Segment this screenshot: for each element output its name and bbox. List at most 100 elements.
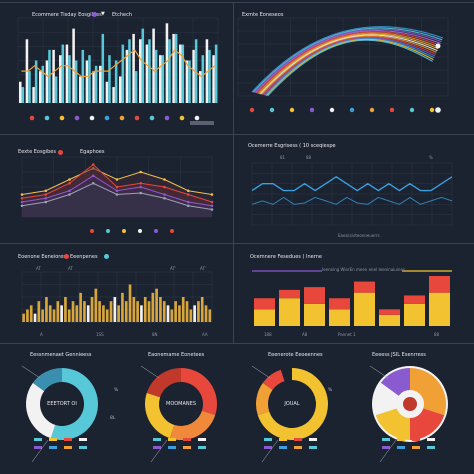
panel3-point <box>186 189 190 193</box>
donut3-legend-swatch <box>279 446 287 449</box>
panel1-legend-dot <box>194 115 200 121</box>
panel2-legend-dot <box>269 107 275 113</box>
panel1-bar <box>119 76 122 103</box>
panel1-bar <box>125 49 129 103</box>
donut4-slice <box>410 408 445 440</box>
panel2-legend-dot <box>409 107 415 113</box>
panel4-tick-1: 81 <box>280 155 286 160</box>
donut3-legend-swatch <box>279 438 287 441</box>
donut1-legend-swatch <box>34 446 42 449</box>
panel5-bar <box>162 301 166 322</box>
panel3-chart-svg <box>20 156 214 233</box>
panel6-legend: Ieeneing WierEn meen enel Ieeninaiuines <box>322 267 406 272</box>
panel3-point <box>68 178 71 181</box>
panel1-bar <box>52 49 55 103</box>
panel2-curve <box>263 37 436 96</box>
donut1-pct-bottom: 8L <box>110 416 116 421</box>
panel1-bar <box>132 33 135 103</box>
panel2-curve <box>256 31 441 94</box>
panel-spiral-lines: Exmte Eoneseos <box>234 0 474 134</box>
panel-dense-bars: Eoenone Eeneiores Eeenpenes AT AT AT' AT… <box>0 244 233 343</box>
panel5-bar <box>79 292 82 322</box>
panel1-bar <box>48 49 51 103</box>
panel5-bar <box>208 309 212 322</box>
donut3-legend-swatch <box>294 446 302 449</box>
panel1-bar <box>208 49 211 103</box>
panel1-legend-dot <box>149 115 155 121</box>
panel3-point <box>44 200 48 204</box>
panel5-bar <box>48 305 52 322</box>
panel3-point <box>20 200 24 204</box>
panel5-bar <box>52 309 56 322</box>
panel3-point <box>210 208 214 211</box>
donut4-legend-swatch <box>382 438 390 441</box>
panel5-bar <box>64 297 67 322</box>
panel5-bar <box>22 313 25 322</box>
panel3-point <box>20 204 24 208</box>
donut3-pct-right: % <box>328 388 333 393</box>
donut3-slice <box>255 382 273 416</box>
panel3-point <box>68 193 71 196</box>
panel2-curve <box>251 26 444 93</box>
donut3-legend-swatch <box>264 438 272 441</box>
donut-row: Eessnmenaet Gennieess Eaonemame Eonetees… <box>0 344 474 474</box>
panel3-legend-dot <box>138 229 142 233</box>
panel1-bar <box>168 39 171 103</box>
panel1-legend-dot <box>179 115 185 121</box>
panel5-tick-2: AT <box>68 266 73 271</box>
panel1-bar <box>148 39 151 103</box>
panel1-bar <box>72 28 75 103</box>
panel1-bar <box>54 76 58 103</box>
panel5-bar <box>41 309 44 322</box>
panel3-point <box>186 193 190 196</box>
panel5-bar <box>197 301 200 322</box>
panel1-bar <box>59 55 62 103</box>
panel6-xlabel-1: 188 <box>264 332 272 337</box>
donut4-leader-line <box>369 365 389 379</box>
panel1-bar <box>74 60 78 103</box>
panel1-legend-dot <box>89 115 95 121</box>
panel5-suffix: Eeenpenes <box>70 254 98 260</box>
panel1-bar <box>214 44 218 103</box>
panel1-bar <box>152 28 155 103</box>
panel1-bar <box>88 55 91 103</box>
donut2-hole <box>160 383 202 425</box>
panel6-bar <box>404 303 425 326</box>
panel4-footer: Eaezsrarteonneuerrs <box>338 233 380 238</box>
panel5-bar <box>193 305 196 322</box>
panel3-point <box>139 185 143 189</box>
panel1-legend-dot <box>164 115 170 121</box>
panel1-legend-dot <box>134 115 140 121</box>
panel5-bar <box>90 297 94 322</box>
panel6-title: Ocemnere Fesedues ( Inerne <box>250 254 322 260</box>
panel5-bar <box>94 288 98 322</box>
panel1-bar <box>114 60 118 103</box>
panel5-bar <box>181 297 185 322</box>
panel3-point <box>163 193 166 196</box>
panel3-point <box>44 189 48 193</box>
panel5-chart-svg <box>21 271 213 323</box>
panel5-tick-3: AT' <box>170 266 176 271</box>
donut2-legend-swatch <box>198 446 206 449</box>
donut1-legend-swatch <box>49 438 57 441</box>
donut3-slice <box>280 368 292 382</box>
panel6-bar-top <box>304 287 325 304</box>
donut2-legend-swatch <box>153 446 161 449</box>
panel3-suffix: Egaphoes <box>80 149 105 155</box>
panel6-bar-top <box>429 276 450 293</box>
panel1-legend-dot <box>119 115 125 121</box>
panel1-bar <box>101 33 105 103</box>
donut2-slice <box>146 368 181 398</box>
panel2-curve <box>253 28 442 93</box>
panel5-bar <box>166 305 170 322</box>
panel3-point <box>115 189 119 193</box>
panel1-bar <box>174 33 178 103</box>
chevron-down-icon[interactable]: ▼ <box>101 11 105 17</box>
panel1-bar <box>165 23 169 103</box>
donut2-legend-swatch <box>168 438 176 441</box>
panel3-point <box>186 200 190 204</box>
panel2-curve <box>267 39 433 97</box>
panel1-trend-line <box>21 48 216 78</box>
donut2-legend-swatch <box>183 446 191 449</box>
panel4-title: Ocemerre Esgrisess ( 10 sceqiespe <box>248 143 336 149</box>
